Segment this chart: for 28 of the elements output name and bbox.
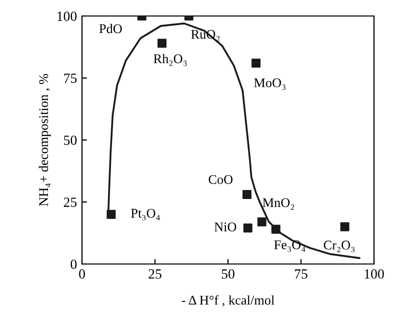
annotation: Cr₂O₃ — [324, 240, 355, 252]
y-tick-label: 25 — [64, 198, 77, 207]
annotation: Pt₃O₄ — [131, 208, 160, 220]
annotation: Fe₃O₄ — [274, 240, 306, 252]
point — [257, 217, 266, 226]
point — [271, 224, 280, 234]
y-tick-label: 100 — [58, 12, 77, 21]
x-tick-label: 75 — [294, 269, 308, 279]
annotation: PdO — [99, 24, 122, 34]
x-tick-label: 100 — [364, 269, 384, 279]
x-axis-title: - Δ H°f , kcal/mol — [182, 295, 274, 307]
y-axis-title: NH₄+ decomposition , % — [38, 74, 51, 206]
x-tick-label: 0 — [79, 269, 85, 279]
y-tick-label: 75 — [64, 74, 77, 83]
point — [242, 190, 252, 200]
point — [106, 210, 116, 219]
x-tick-label: 25 — [148, 269, 162, 279]
point — [252, 58, 261, 68]
annotation: Rh₂O₃ — [154, 54, 187, 66]
x-tick-label: 50 — [222, 269, 234, 279]
y-tick-label: 0 — [70, 260, 77, 269]
annotation: MoO₃ — [254, 78, 286, 90]
annotation: NiO — [214, 222, 236, 232]
annotation: MnO₂ — [262, 198, 294, 210]
point — [243, 224, 252, 233]
annotation: CoO — [208, 175, 233, 184]
point — [340, 222, 350, 232]
y-tick-label: 50 — [64, 136, 77, 145]
